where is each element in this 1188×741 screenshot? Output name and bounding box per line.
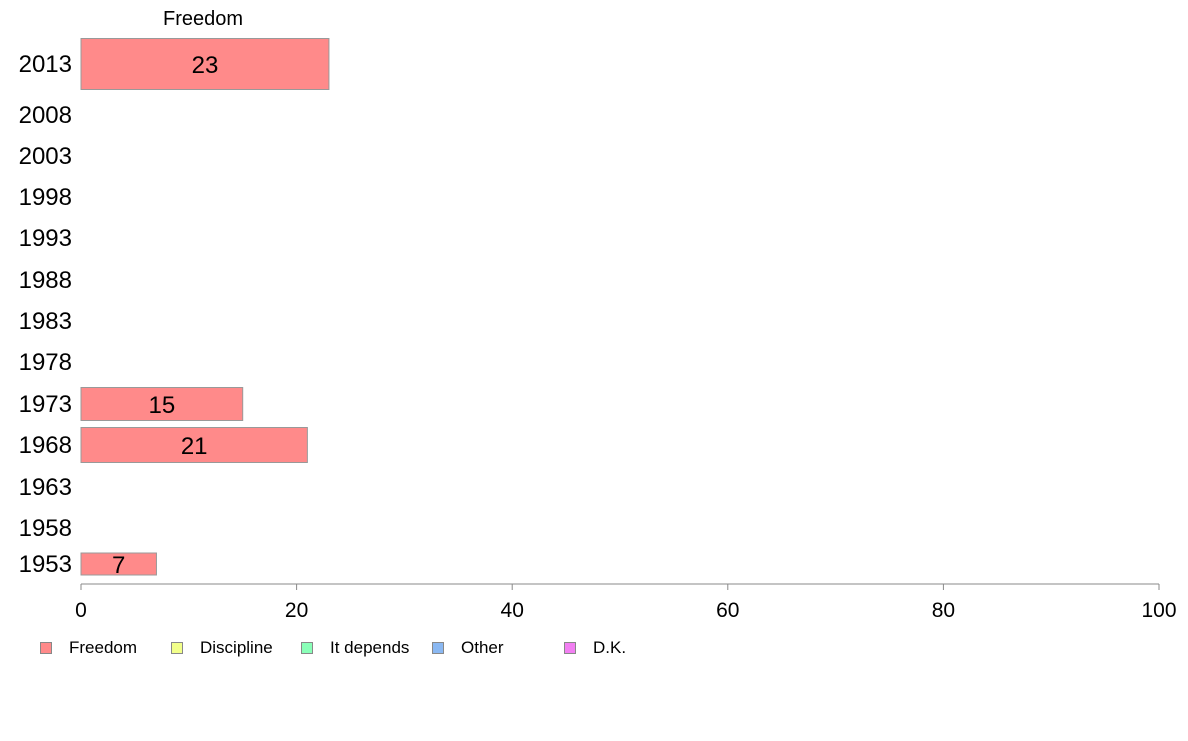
bar [80, 427, 308, 463]
legend-swatch-dk [564, 642, 576, 654]
category-label: 1968 [19, 432, 72, 459]
data-label: 23 [192, 52, 219, 79]
legend-item-dk: D.K. [564, 637, 626, 659]
legend: Freedom Discipline It depends Other D.K. [40, 637, 740, 659]
category-label: 1963 [19, 474, 72, 501]
category-label: 2008 [19, 102, 72, 129]
category-label: 1993 [19, 225, 72, 252]
chart-title: Freedom [163, 8, 243, 30]
category-label: 1998 [19, 184, 72, 211]
legend-item-freedom: Freedom [40, 637, 137, 659]
legend-item-other: Other [432, 637, 504, 659]
data-label: 15 [148, 392, 175, 419]
legend-label-other: Other [461, 638, 504, 657]
category-label: 1973 [19, 391, 72, 418]
bar [80, 552, 157, 576]
bar [80, 387, 244, 421]
legend-swatch-freedom [40, 642, 52, 654]
category-label: 1983 [19, 308, 72, 335]
category-label: 2003 [19, 143, 72, 170]
legend-item-discipline: Discipline [171, 637, 273, 659]
legend-label-freedom: Freedom [69, 638, 138, 657]
x-tick-label: 40 [501, 599, 524, 622]
bar [80, 38, 330, 90]
category-label: 1958 [19, 515, 72, 542]
data-label: 7 [112, 552, 125, 579]
category-label: 1988 [19, 267, 72, 294]
x-tick-label: 60 [716, 599, 739, 622]
legend-swatch-discipline [171, 642, 183, 654]
legend-item-it-depends: It depends [301, 637, 409, 659]
x-tick-label: 0 [75, 599, 87, 622]
x-tick-label: 80 [932, 599, 955, 622]
legend-swatch-it-depends [301, 642, 313, 654]
category-label: 2013 [19, 51, 72, 78]
category-label: 1978 [19, 349, 72, 376]
legend-label-dk: D.K. [593, 638, 627, 657]
category-label: 1953 [19, 551, 72, 578]
x-tick-label: 100 [1141, 599, 1176, 622]
legend-swatch-other [432, 642, 444, 654]
data-label: 21 [181, 433, 208, 460]
legend-label-it-depends: It depends [330, 638, 410, 657]
legend-label-discipline: Discipline [200, 638, 273, 657]
x-tick-label: 20 [285, 599, 308, 622]
